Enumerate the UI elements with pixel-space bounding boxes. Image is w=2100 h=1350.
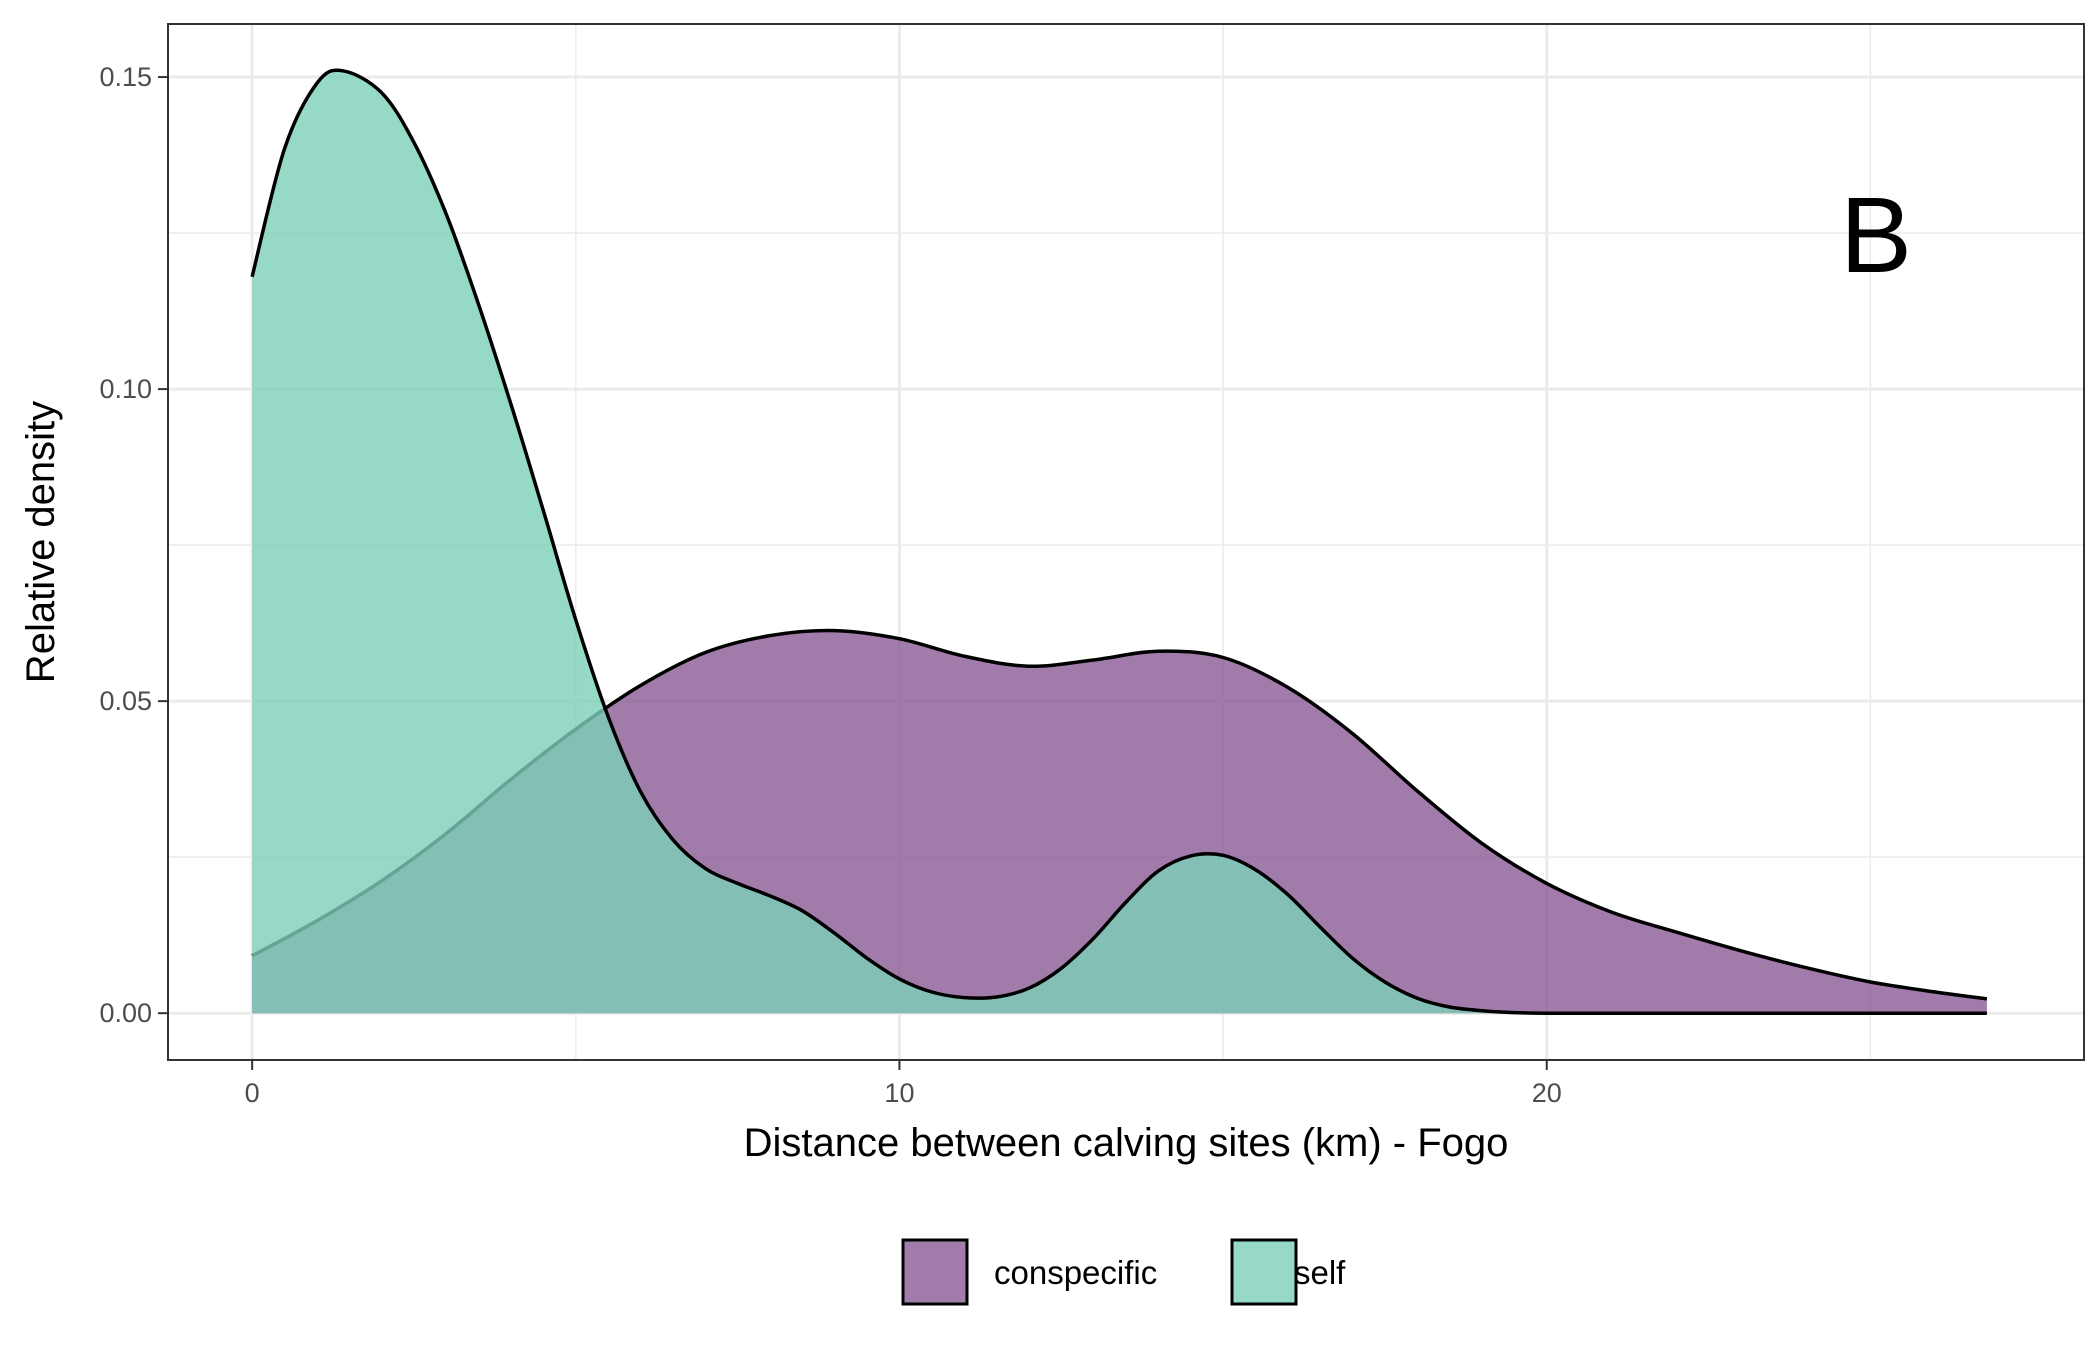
x-tick-label: 0 bbox=[245, 1078, 260, 1108]
y-tick-label: 0.15 bbox=[99, 62, 152, 92]
panel-label: B bbox=[1840, 174, 1912, 295]
legend: conspecific self bbox=[901, 1238, 1346, 1306]
density-areas bbox=[250, 68, 1988, 1015]
legend-label-self: self bbox=[1294, 1254, 1346, 1291]
x-axis-title: Distance between calving sites (km) - Fo… bbox=[744, 1121, 1509, 1165]
legend-key-conspecific bbox=[901, 1238, 969, 1306]
x-axis: 0 10 20 bbox=[245, 1060, 1562, 1108]
y-axis: 0.00 0.05 0.10 0.15 bbox=[99, 62, 168, 1028]
legend-label-conspecific: conspecific bbox=[994, 1254, 1157, 1291]
x-tick-label: 20 bbox=[1532, 1078, 1562, 1108]
legend-key-self bbox=[1230, 1238, 1298, 1306]
y-tick-label: 0.00 bbox=[99, 998, 152, 1028]
x-tick-label: 10 bbox=[884, 1078, 914, 1108]
y-tick-label: 0.10 bbox=[99, 374, 152, 404]
density-line-self bbox=[250, 68, 1987, 1015]
y-axis-title: Relative density bbox=[19, 401, 63, 683]
area-fill-self bbox=[252, 70, 1987, 1014]
y-tick-label: 0.05 bbox=[99, 686, 152, 716]
plot-panel-border bbox=[167, 23, 2085, 1061]
